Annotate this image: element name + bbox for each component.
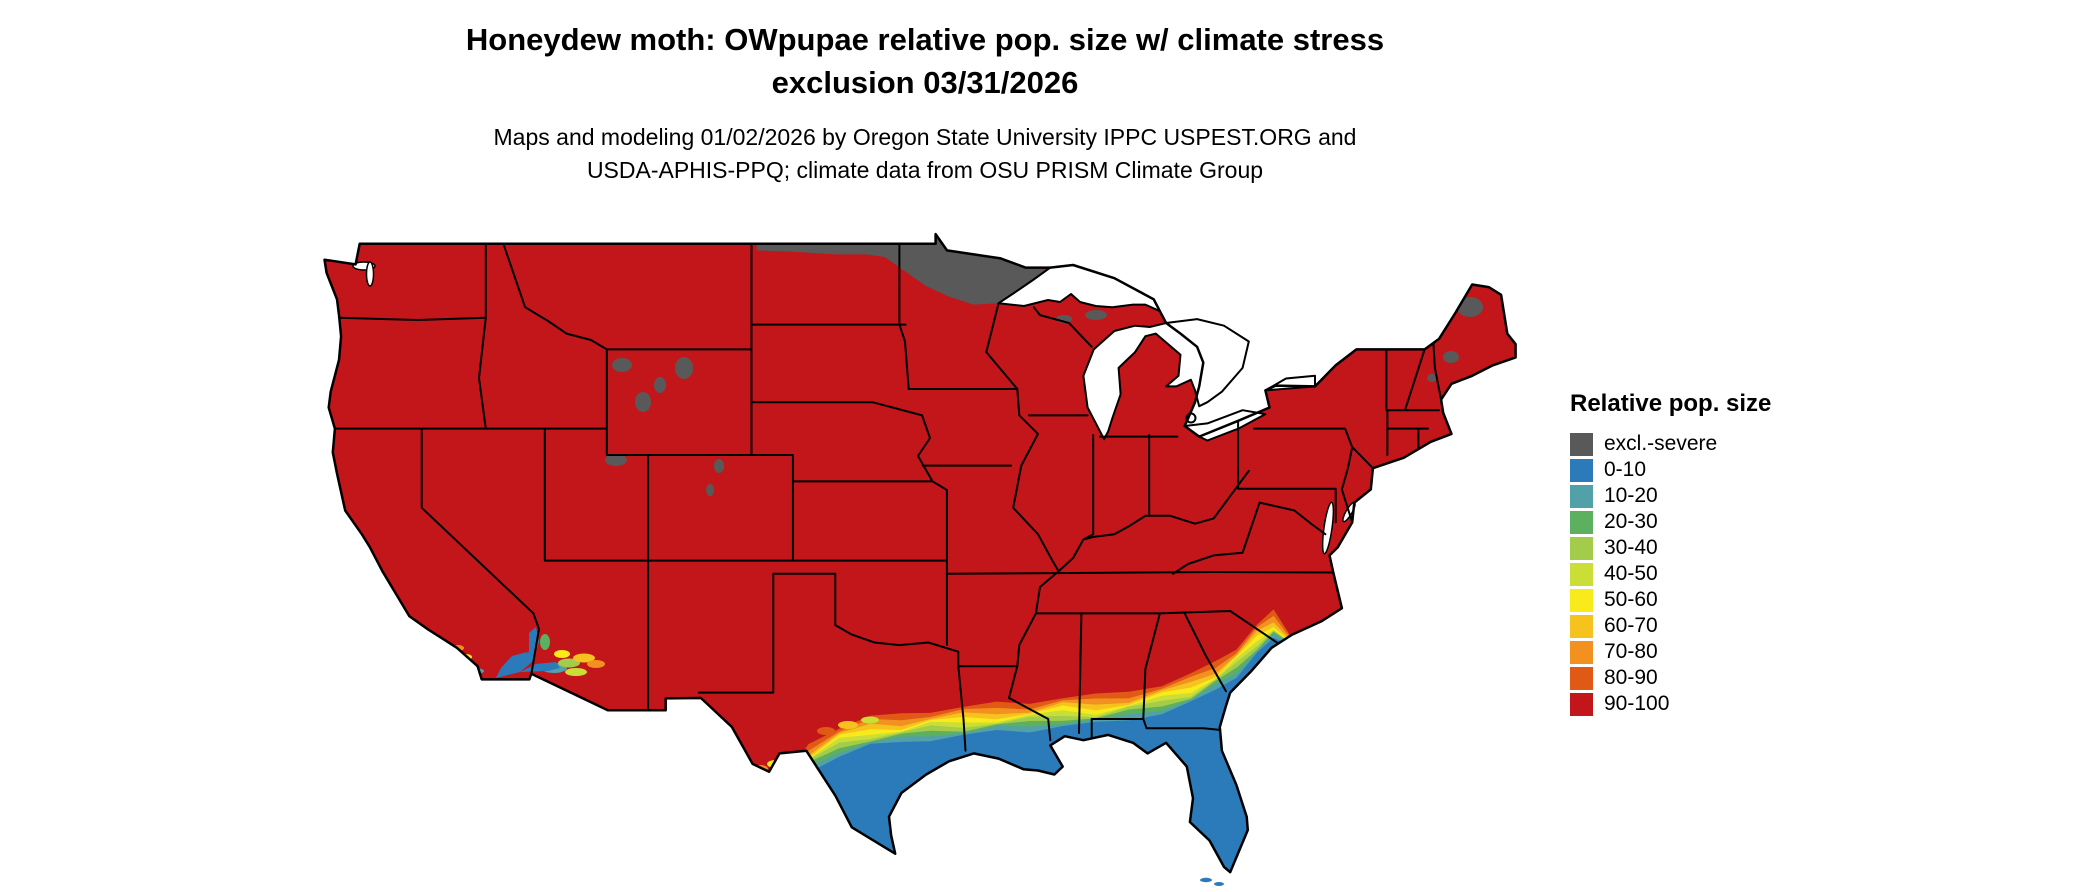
legend-label: 20-30 <box>1604 510 1658 533</box>
legend-item: 40-50 <box>1570 561 1771 587</box>
figure-title-line2: exclusion 03/31/2026 <box>771 65 1079 101</box>
legend-swatch <box>1570 666 1593 690</box>
state-borders <box>333 242 1443 752</box>
legend-swatch <box>1570 484 1593 508</box>
legend-swatch <box>1570 562 1593 586</box>
legend-item: 80-90 <box>1570 665 1771 691</box>
legend-label: 60-70 <box>1604 614 1658 637</box>
gray-exclusion-region <box>756 234 1051 305</box>
legend-swatch <box>1570 458 1593 482</box>
chesapeake-bay <box>1321 501 1335 555</box>
gray-exclusion-patches <box>605 297 1483 496</box>
lake-superior <box>997 264 1161 313</box>
legend-item: excl.-severe <box>1570 431 1771 457</box>
us-map <box>308 228 1528 888</box>
figure-subtitle-line1: Maps and modeling 01/02/2026 by Oregon S… <box>493 123 1357 150</box>
legend-label: 90-100 <box>1604 692 1670 715</box>
lake-michigan-huron <box>1082 318 1250 441</box>
legend-label: 50-60 <box>1604 588 1658 611</box>
us-map-svg <box>323 232 1517 886</box>
legend-swatch <box>1570 536 1593 560</box>
legend-swatch <box>1570 432 1593 456</box>
legend-title: Relative pop. size <box>1570 390 1772 417</box>
figure-title: Honeydew moth: OWpupae relative pop. siz… <box>125 18 1725 105</box>
legend-label: 10-20 <box>1604 484 1658 507</box>
legend-swatch <box>1570 588 1593 612</box>
florida-keys <box>1200 877 1224 886</box>
map-fill-layers <box>324 234 1516 873</box>
legend-item: 30-40 <box>1570 535 1771 561</box>
figure-subtitle-line2: USDA-APHIS-PPQ; climate data from OSU PR… <box>586 157 1264 184</box>
figure-header: Honeydew moth: OWpupae relative pop. siz… <box>125 18 1725 187</box>
legend-item: 20-30 <box>1570 509 1771 535</box>
legend-swatch <box>1570 640 1593 664</box>
figure-subtitle: Maps and modeling 01/02/2026 by Oregon S… <box>125 121 1725 188</box>
legend-swatch <box>1570 510 1593 534</box>
base-population-fill <box>324 234 1516 873</box>
legend-label: 70-80 <box>1604 640 1658 663</box>
legend-label: 0-10 <box>1604 458 1647 481</box>
legend-swatch <box>1570 614 1593 638</box>
legend-item: 50-60 <box>1570 587 1771 613</box>
legend-label: 30-40 <box>1604 536 1658 559</box>
legend-item: 70-80 <box>1570 639 1771 665</box>
legend-label: excl.-severe <box>1604 432 1718 455</box>
southwest-lowland-patches <box>452 627 605 678</box>
legend-item: 10-20 <box>1570 483 1771 509</box>
legend: Relative pop. size excl.-severe 0-10 10-… <box>1570 390 1771 717</box>
legend-items: excl.-severe 0-10 10-20 20-30 30-40 40-5… <box>1570 431 1771 717</box>
legend-item: 90-100 <box>1570 691 1771 717</box>
legend-item: 0-10 <box>1570 457 1771 483</box>
legend-swatch <box>1570 692 1593 716</box>
legend-item: 60-70 <box>1570 613 1771 639</box>
figure-title-line1: Honeydew moth: OWpupae relative pop. siz… <box>465 22 1385 57</box>
legend-label: 80-90 <box>1604 666 1658 689</box>
legend-label: 40-50 <box>1604 562 1658 585</box>
puget-sound <box>365 261 375 287</box>
